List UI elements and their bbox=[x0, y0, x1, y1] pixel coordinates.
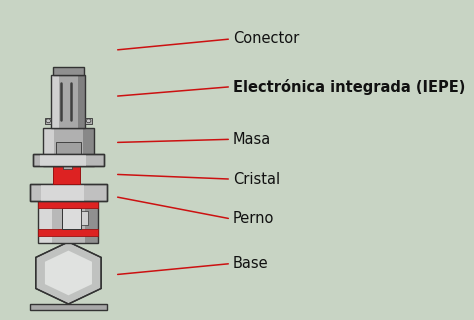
Bar bbox=[43, 127, 94, 166]
Text: Conector: Conector bbox=[233, 31, 299, 46]
Bar bbox=[38, 188, 52, 244]
Bar bbox=[33, 154, 104, 166]
Bar bbox=[51, 75, 85, 127]
Bar bbox=[53, 166, 81, 184]
Bar bbox=[85, 188, 99, 244]
Bar bbox=[33, 154, 104, 166]
Bar bbox=[40, 154, 86, 166]
Text: Perno: Perno bbox=[233, 212, 274, 227]
Bar bbox=[43, 127, 55, 166]
Bar bbox=[56, 142, 81, 163]
Bar bbox=[64, 163, 72, 169]
Text: Masa: Masa bbox=[233, 132, 271, 147]
Bar bbox=[51, 75, 59, 127]
Circle shape bbox=[46, 119, 51, 123]
Bar bbox=[51, 75, 85, 127]
Bar bbox=[38, 188, 99, 244]
Bar bbox=[38, 201, 99, 208]
Text: Electrónica integrada (IEPE): Electrónica integrada (IEPE) bbox=[233, 79, 465, 95]
Bar bbox=[41, 184, 84, 201]
Bar bbox=[30, 304, 107, 310]
Polygon shape bbox=[36, 242, 101, 304]
Bar bbox=[78, 75, 85, 127]
Bar bbox=[38, 228, 99, 236]
Bar bbox=[38, 188, 99, 244]
Text: Base: Base bbox=[233, 256, 269, 271]
Bar bbox=[82, 127, 94, 166]
Bar bbox=[62, 208, 81, 228]
Bar bbox=[45, 118, 51, 124]
Bar bbox=[81, 211, 88, 225]
Circle shape bbox=[86, 119, 91, 123]
Bar bbox=[53, 67, 84, 75]
Bar bbox=[30, 184, 107, 201]
Text: Cristal: Cristal bbox=[233, 172, 280, 187]
Bar bbox=[43, 127, 94, 166]
Bar bbox=[30, 184, 107, 201]
Polygon shape bbox=[45, 251, 92, 295]
Bar bbox=[85, 118, 91, 124]
